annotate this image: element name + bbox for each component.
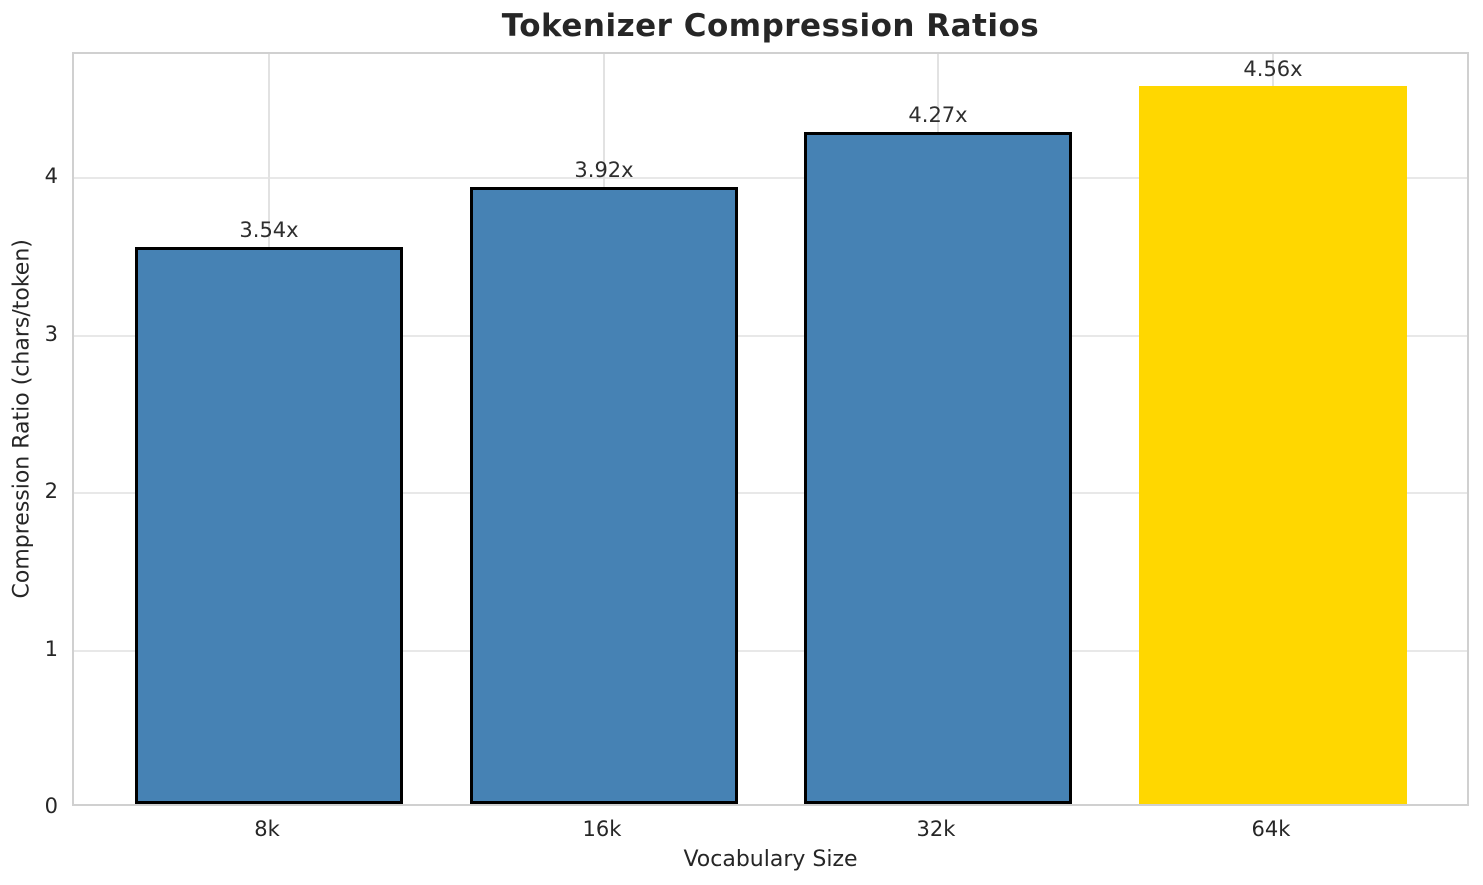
bar-value-label: 3.54x <box>239 218 299 242</box>
x-axis-label: Vocabulary Size <box>683 847 858 872</box>
bar-8k <box>135 247 403 804</box>
x-tick-label: 8k <box>254 817 280 841</box>
x-tick-label: 64k <box>1251 817 1291 841</box>
bar-value-label: 4.56x <box>1243 57 1303 81</box>
chart-title: Tokenizer Compression Ratios <box>501 8 1040 44</box>
bar-16k <box>470 187 738 804</box>
plot-area: 3.54x 3.92x 4.27x 4.56x <box>72 52 1469 806</box>
y-axis-label: Compression Ratio (chars/token) <box>9 239 35 599</box>
x-tick-label: 32k <box>916 817 956 841</box>
bar-64k <box>1139 86 1407 804</box>
y-tick-label: 2 <box>44 479 58 504</box>
h-gridline <box>74 334 1467 337</box>
x-tick-label: 16k <box>582 817 622 841</box>
y-tick-label: 1 <box>44 636 58 661</box>
y-tick-label: 3 <box>44 321 58 346</box>
bar-value-label: 3.92x <box>574 158 634 182</box>
bar-32k <box>804 132 1072 804</box>
y-tick-label: 0 <box>44 794 58 818</box>
y-tick-label: 4 <box>44 164 58 189</box>
bar-value-label: 4.27x <box>908 103 968 127</box>
h-gridline <box>74 649 1467 652</box>
h-gridline <box>74 492 1467 495</box>
h-gridline <box>74 177 1467 180</box>
